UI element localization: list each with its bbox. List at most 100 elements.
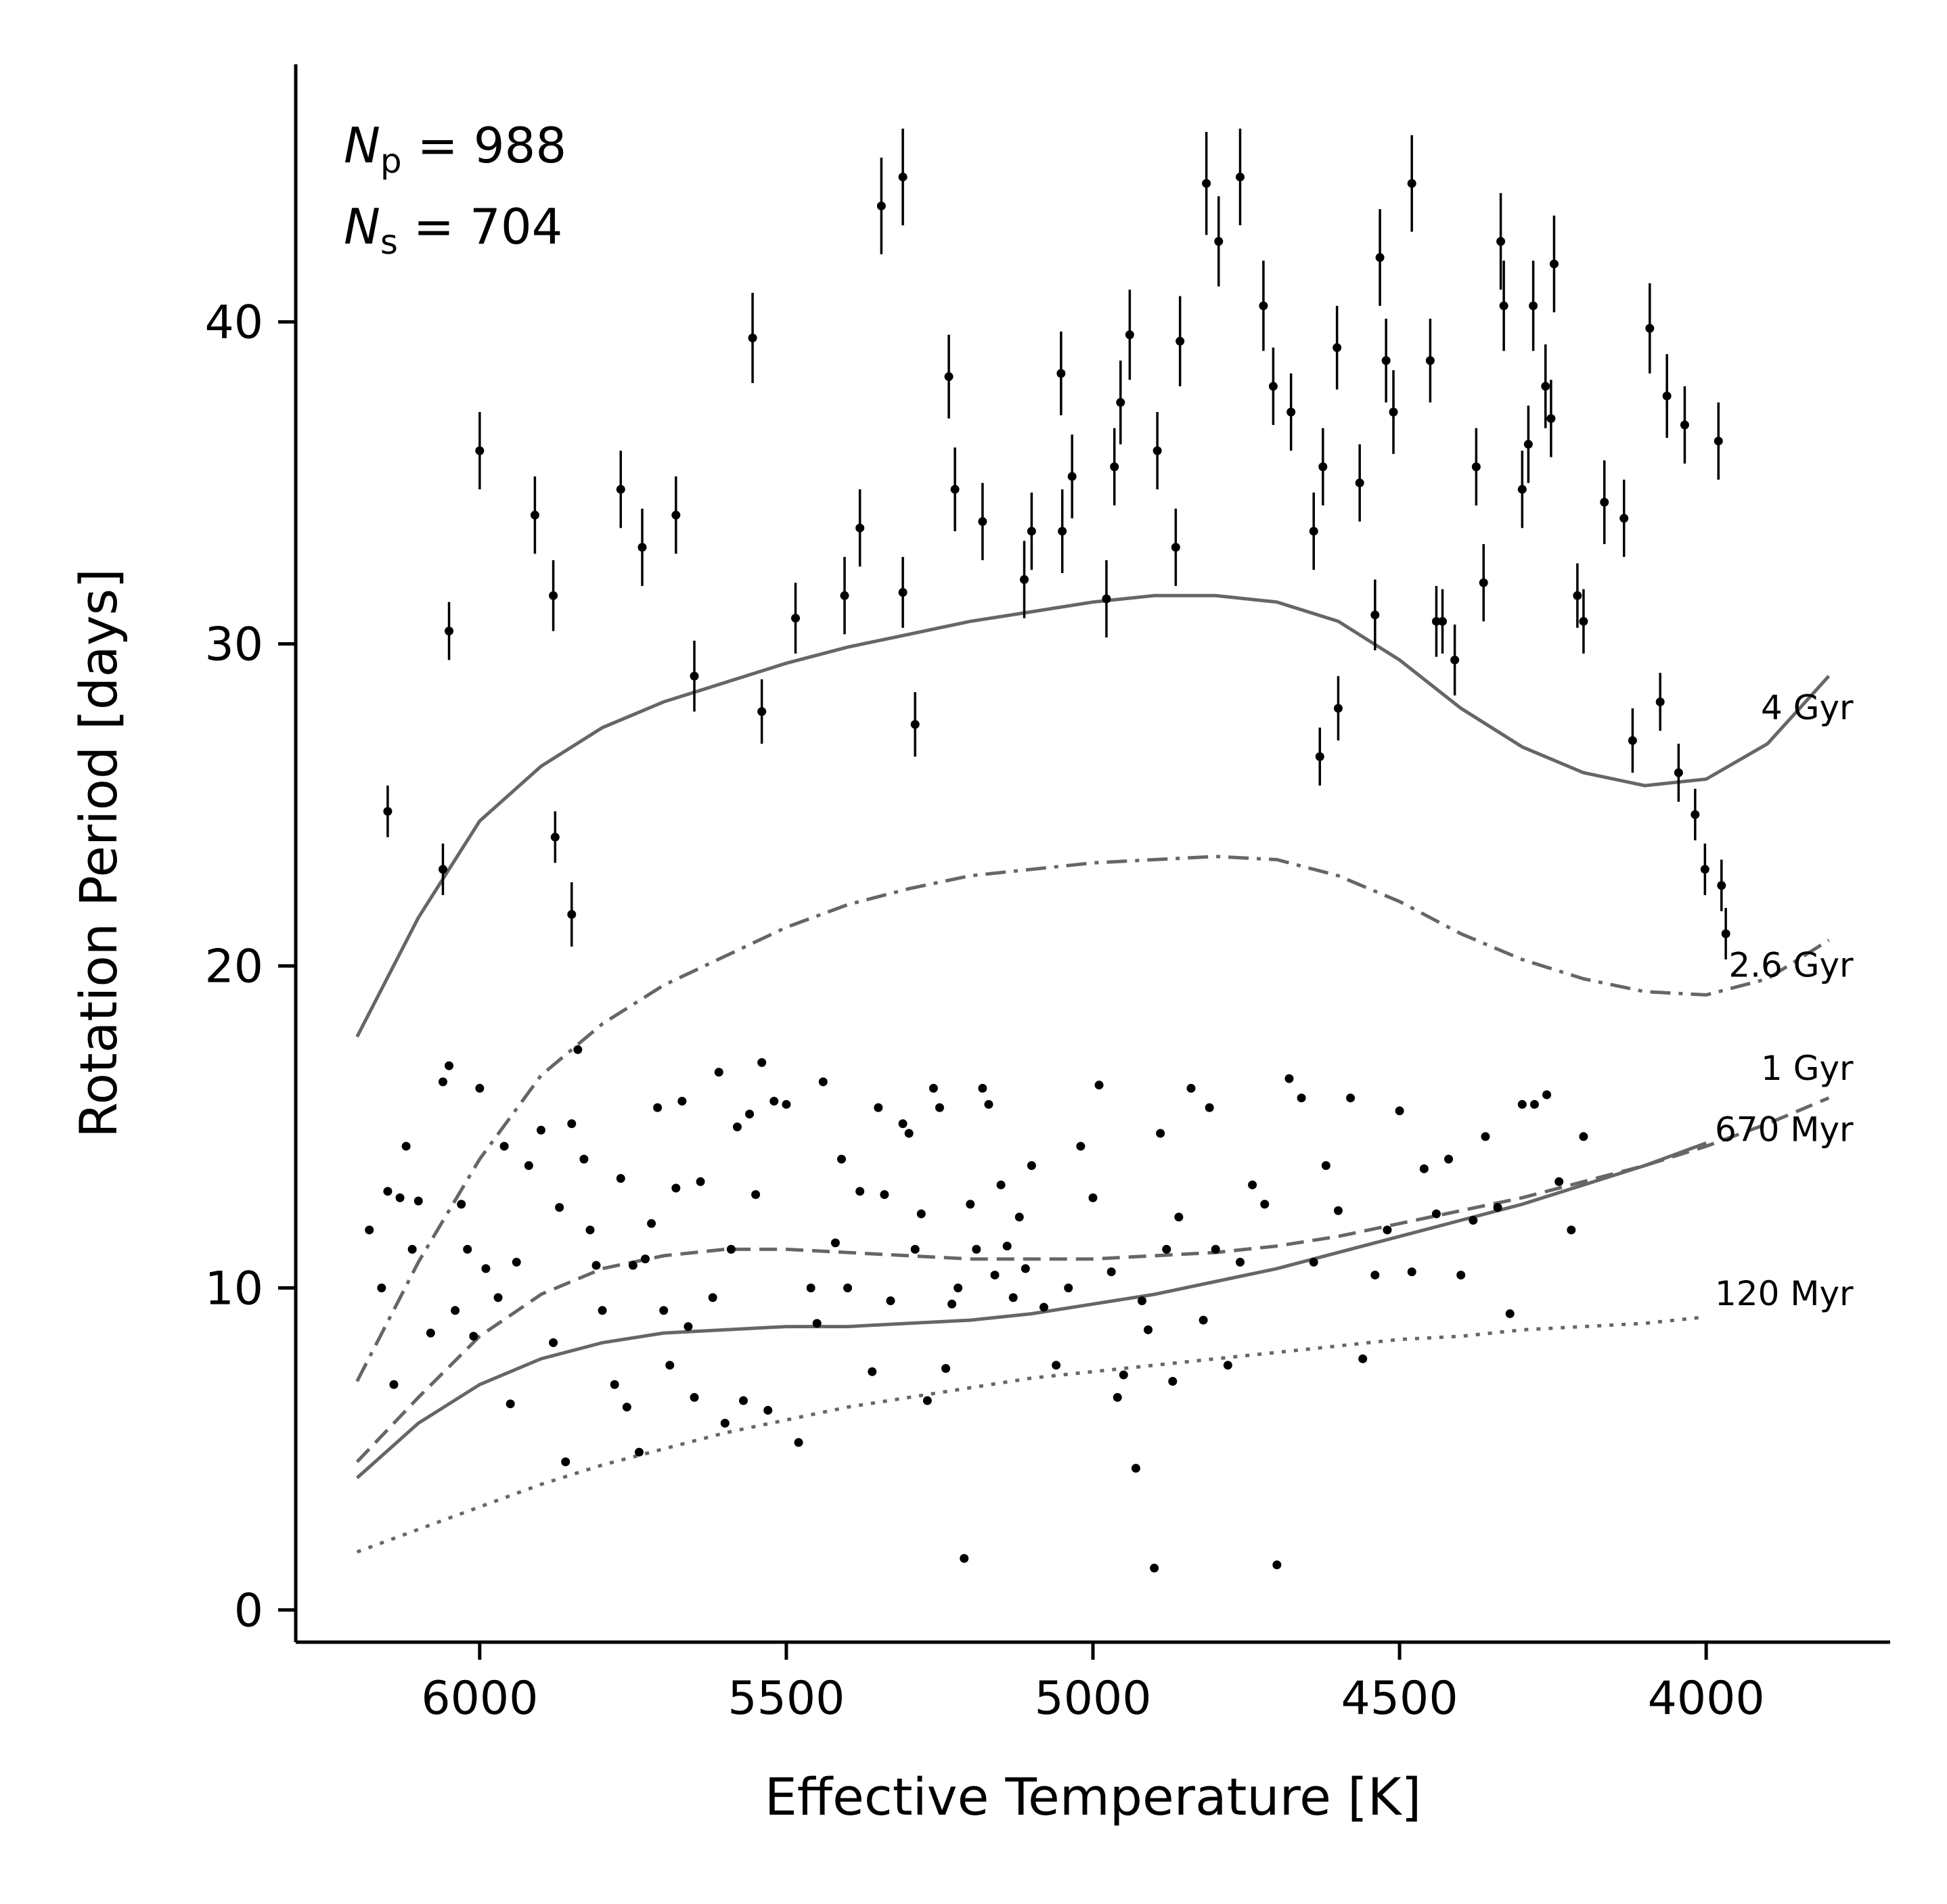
data-point — [1444, 1154, 1454, 1164]
data-point — [451, 1306, 460, 1315]
data-point — [1370, 1270, 1380, 1279]
x-tick-label-4000: 4000 — [1648, 1672, 1765, 1725]
data-point — [1052, 1361, 1061, 1370]
data-point — [1523, 440, 1533, 449]
data-point — [1131, 1464, 1140, 1473]
data-point — [1529, 1100, 1539, 1109]
data-point — [1619, 514, 1629, 523]
curve-labels: 4 Gyr 2.6 Gyr 1 Gyr 670 Myr 120 Myr — [1715, 688, 1854, 1313]
data-point — [830, 1238, 840, 1248]
data-point — [653, 1103, 663, 1112]
data-point — [598, 1306, 607, 1315]
data-point — [751, 1189, 761, 1199]
data-point — [1268, 382, 1278, 391]
data-point — [1315, 752, 1324, 761]
data-point — [1309, 1257, 1318, 1267]
data-point — [684, 1322, 693, 1332]
data-point — [665, 1361, 675, 1370]
data-point — [1150, 1564, 1159, 1573]
data-point — [855, 1187, 865, 1196]
data-point — [1223, 1361, 1232, 1370]
data-point — [1717, 881, 1726, 890]
data-point — [757, 1058, 767, 1067]
data-point — [1546, 414, 1556, 424]
data-point — [591, 1261, 601, 1270]
data-point — [647, 1219, 656, 1228]
data-point — [794, 1438, 803, 1447]
data-point — [1248, 1180, 1257, 1189]
data-point — [677, 1096, 687, 1106]
data-point — [972, 1244, 981, 1254]
data-point — [530, 510, 539, 520]
data-point — [1517, 1100, 1527, 1109]
data-point — [738, 1396, 748, 1405]
data-point — [438, 865, 447, 874]
data-point — [561, 1457, 570, 1466]
data-point — [1176, 336, 1185, 346]
data-point — [463, 1244, 472, 1254]
data-point — [1375, 253, 1385, 263]
data-point — [1346, 1093, 1356, 1103]
data-point — [910, 720, 920, 729]
y-tick-label-40: 40 — [204, 296, 263, 350]
data-point — [1579, 616, 1588, 626]
curve-4-gyr — [355, 593, 1831, 1038]
curve-2-6-gyr — [355, 855, 1830, 1382]
data-point — [886, 1296, 895, 1306]
data-point — [1168, 1377, 1178, 1386]
data-point — [426, 1328, 435, 1338]
data-point — [1645, 323, 1655, 333]
data-point — [782, 1100, 791, 1109]
data-point — [1383, 1225, 1392, 1235]
data-point — [438, 1077, 447, 1087]
data-point — [671, 510, 681, 520]
data-point — [910, 1244, 920, 1254]
data-point — [690, 1392, 699, 1402]
data-point — [1358, 1354, 1368, 1363]
data-point — [1505, 1309, 1515, 1319]
data-point — [855, 523, 865, 532]
data-point — [475, 446, 485, 455]
data-point — [1700, 865, 1709, 874]
data-point — [395, 1193, 405, 1202]
data-point — [469, 1332, 478, 1341]
data-point — [1272, 1560, 1282, 1570]
data-point — [524, 1161, 533, 1171]
data-point — [990, 1270, 1000, 1279]
data-point — [732, 1123, 742, 1132]
data-point — [383, 1187, 393, 1196]
data-point — [1370, 610, 1380, 620]
data-point — [1171, 543, 1180, 552]
data-point — [1235, 173, 1245, 182]
data-point — [720, 1418, 730, 1428]
data-point — [506, 1399, 515, 1409]
x-tick-label-6000: 6000 — [421, 1672, 538, 1725]
data-point — [745, 1109, 755, 1118]
data-point — [941, 1363, 951, 1373]
data-point — [1205, 1103, 1214, 1112]
curve-670-myr — [355, 1141, 1707, 1480]
data-point — [840, 591, 849, 600]
data-point — [481, 1264, 491, 1273]
data-point — [1297, 1093, 1306, 1103]
data-point — [457, 1200, 466, 1209]
y-tick-label-20: 20 — [204, 940, 263, 994]
data-point — [637, 543, 647, 552]
y-tick-label-10: 10 — [204, 1262, 263, 1315]
y-tick-label-30: 30 — [204, 618, 263, 672]
data-point — [499, 1141, 509, 1151]
data-point — [1333, 704, 1343, 713]
data-point — [898, 588, 908, 597]
data-point — [757, 707, 767, 717]
isochrone-curves — [355, 593, 1831, 1554]
data-point — [1021, 1264, 1030, 1273]
data-point — [880, 1189, 889, 1199]
data-point — [610, 1380, 619, 1389]
data-point — [947, 1299, 957, 1309]
data-point — [365, 1225, 374, 1235]
data-point — [818, 1077, 828, 1087]
data-point — [1407, 179, 1416, 188]
curve-label-2-6-gyr: 2.6 Gyr — [1728, 946, 1854, 985]
data-point — [1655, 697, 1665, 706]
data-point — [445, 627, 454, 636]
